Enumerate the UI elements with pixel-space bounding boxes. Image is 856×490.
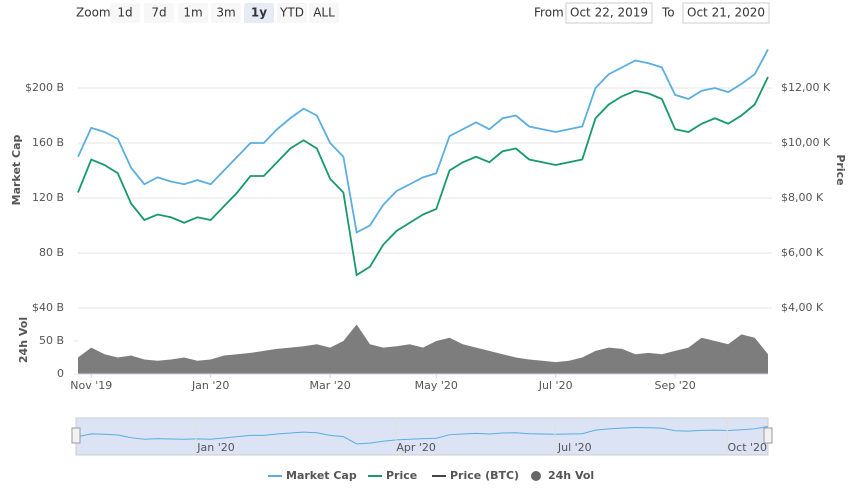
zoom-button[interactable] <box>110 3 140 23</box>
legend-symbol <box>531 471 541 481</box>
to-label: To <box>661 6 675 20</box>
navigator-line <box>77 425 769 445</box>
y2-tick-label: $4,00 K <box>781 301 824 314</box>
x-tick-label: Jan '20 <box>191 379 229 392</box>
volume-axis-label: 24h Vol <box>17 317 30 363</box>
y-tick-label: $40 B <box>32 301 64 314</box>
y-tick-label: 120 B <box>32 191 64 204</box>
y-tick-label: 80 B <box>39 246 64 259</box>
y-tick-label: $200 B <box>25 81 64 94</box>
series-line <box>77 76 769 277</box>
zoom-button-label[interactable]: 7d <box>151 6 166 20</box>
x-tick-label: Mar '20 <box>309 379 350 392</box>
from-input[interactable] <box>565 2 653 24</box>
y-axis-label: Market Cap <box>10 135 23 206</box>
zoom-button[interactable] <box>211 3 241 23</box>
zoom-button-label[interactable]: ALL <box>313 6 335 20</box>
zoom-button[interactable] <box>178 3 208 23</box>
y2-tick-label: $12,00 K <box>781 81 831 94</box>
x-tick-label: Nov '19 <box>70 379 112 392</box>
x-tick-label: Jul '20 <box>538 379 573 392</box>
zoom-button-label[interactable]: 1m <box>183 6 202 20</box>
navigator-label: Jan '20 <box>196 441 234 454</box>
navigator[interactable] <box>75 417 769 456</box>
x-tick-label: May '20 <box>415 379 458 392</box>
volume-area <box>78 324 768 374</box>
y-tick-label: 160 B <box>32 136 64 149</box>
navigator-label: Jul '20 <box>557 441 592 454</box>
volume-tick-label: 0 <box>57 367 64 380</box>
zoom-button-label[interactable]: 1d <box>117 6 132 20</box>
legend-label[interactable]: 24h Vol <box>548 469 594 482</box>
legend-label[interactable]: Market Cap <box>286 469 357 482</box>
zoom-label: Zoom <box>76 6 111 20</box>
navigator-handle[interactable] <box>71 427 81 444</box>
zoom-button[interactable] <box>277 3 307 23</box>
y2-tick-label: $10,00 K <box>781 136 831 149</box>
y2-axis-label: Price <box>834 154 847 185</box>
zoom-button-label[interactable]: 3m <box>216 6 235 20</box>
series-line <box>77 49 769 234</box>
legend-label[interactable]: Price (BTC) <box>450 469 519 482</box>
zoom-button[interactable] <box>244 3 274 23</box>
from-value: Oct 22, 2019 <box>570 6 648 20</box>
navigator-label: Apr '20 <box>396 441 436 454</box>
volume-tick-label: 50 B <box>39 334 64 347</box>
to-value: Oct 21, 2020 <box>687 6 765 20</box>
from-label: From <box>534 6 564 20</box>
y2-tick-label: $8,00 K <box>781 191 824 204</box>
zoom-button-label[interactable]: 1y <box>251 6 267 20</box>
y2-tick-label: $6,00 K <box>781 246 824 259</box>
zoom-button-label[interactable]: YTD <box>279 6 304 20</box>
navigator-handle[interactable] <box>763 427 773 444</box>
zoom-button[interactable] <box>309 3 339 23</box>
zoom-button[interactable] <box>144 3 174 23</box>
to-input[interactable] <box>682 2 770 24</box>
navigator-label: Oct '20 <box>728 441 768 454</box>
x-tick-label: Sep '20 <box>654 379 695 392</box>
legend-label[interactable]: Price <box>386 469 417 482</box>
